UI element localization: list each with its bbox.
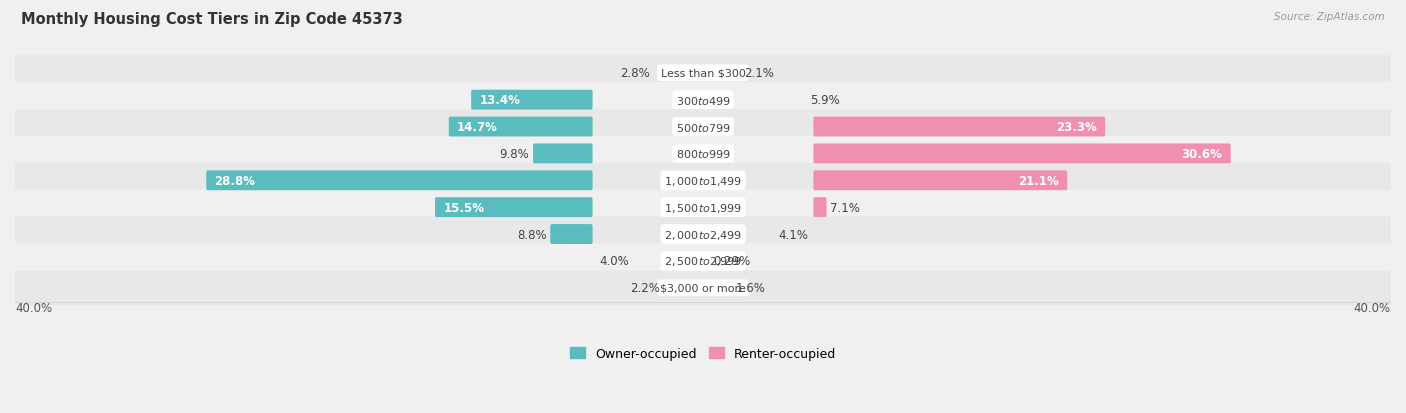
FancyBboxPatch shape <box>13 110 1393 145</box>
FancyBboxPatch shape <box>13 164 1393 198</box>
Text: 40.0%: 40.0% <box>15 302 52 315</box>
FancyBboxPatch shape <box>13 83 1393 118</box>
FancyBboxPatch shape <box>13 56 1393 91</box>
FancyBboxPatch shape <box>814 198 827 218</box>
Text: 21.1%: 21.1% <box>1018 174 1059 188</box>
FancyBboxPatch shape <box>13 217 1393 252</box>
FancyBboxPatch shape <box>533 144 592 164</box>
FancyBboxPatch shape <box>471 90 592 110</box>
Text: 0.29%: 0.29% <box>713 255 751 268</box>
Text: 2.8%: 2.8% <box>620 67 650 80</box>
FancyBboxPatch shape <box>449 117 592 137</box>
Text: 30.6%: 30.6% <box>1181 147 1222 161</box>
FancyBboxPatch shape <box>13 244 1393 279</box>
FancyBboxPatch shape <box>13 271 1393 306</box>
Text: 13.4%: 13.4% <box>479 94 520 107</box>
Text: $300 to $499: $300 to $499 <box>675 95 731 107</box>
Text: 7.1%: 7.1% <box>831 201 860 214</box>
Legend: Owner-occupied, Renter-occupied: Owner-occupied, Renter-occupied <box>569 347 837 360</box>
FancyBboxPatch shape <box>814 144 1230 164</box>
Text: 28.8%: 28.8% <box>215 174 256 188</box>
Text: $800 to $999: $800 to $999 <box>675 148 731 160</box>
Text: 14.7%: 14.7% <box>457 121 498 134</box>
Text: 2.1%: 2.1% <box>744 67 775 80</box>
Text: 4.1%: 4.1% <box>779 228 808 241</box>
Text: $3,000 or more: $3,000 or more <box>661 283 745 293</box>
Text: 5.9%: 5.9% <box>810 94 839 107</box>
Text: 8.8%: 8.8% <box>517 228 547 241</box>
FancyBboxPatch shape <box>814 171 1067 191</box>
FancyBboxPatch shape <box>13 137 1393 171</box>
FancyBboxPatch shape <box>434 198 592 218</box>
Text: Monthly Housing Cost Tiers in Zip Code 45373: Monthly Housing Cost Tiers in Zip Code 4… <box>21 12 404 27</box>
Text: $2,500 to $2,999: $2,500 to $2,999 <box>664 255 742 268</box>
Text: Source: ZipAtlas.com: Source: ZipAtlas.com <box>1274 12 1385 22</box>
Text: 1.6%: 1.6% <box>735 282 765 294</box>
FancyBboxPatch shape <box>207 171 592 191</box>
Text: 15.5%: 15.5% <box>443 201 484 214</box>
Text: $500 to $799: $500 to $799 <box>675 121 731 133</box>
FancyBboxPatch shape <box>13 190 1393 225</box>
Text: $1,000 to $1,499: $1,000 to $1,499 <box>664 174 742 188</box>
FancyBboxPatch shape <box>550 225 592 244</box>
Text: $2,000 to $2,499: $2,000 to $2,499 <box>664 228 742 241</box>
Text: 2.2%: 2.2% <box>630 282 659 294</box>
Text: Less than $300: Less than $300 <box>661 69 745 78</box>
Text: 4.0%: 4.0% <box>599 255 628 268</box>
Text: 9.8%: 9.8% <box>499 147 529 161</box>
FancyBboxPatch shape <box>814 117 1105 137</box>
Text: 40.0%: 40.0% <box>1354 302 1391 315</box>
Text: $1,500 to $1,999: $1,500 to $1,999 <box>664 201 742 214</box>
Text: 23.3%: 23.3% <box>1056 121 1097 134</box>
